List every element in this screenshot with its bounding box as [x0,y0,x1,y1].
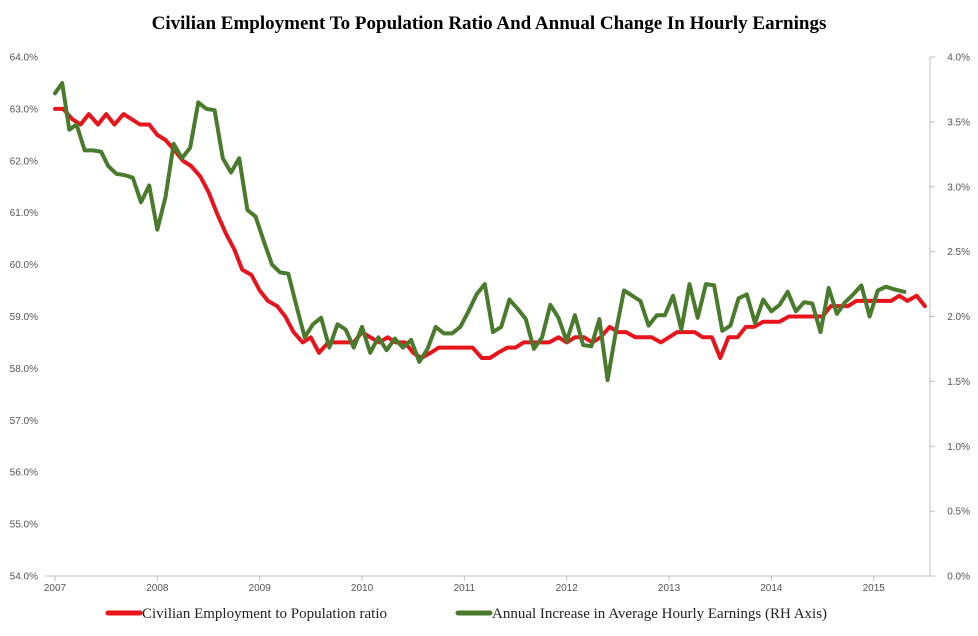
y-right-tick-label: 0.0% [947,572,970,583]
y-left-tick-label: 61.0% [10,208,38,219]
y-left-tick-label: 57.0% [10,416,38,427]
y-left-tick-label: 54.0% [10,572,38,583]
legend: Civilian Employment to Population ratio A… [105,606,827,622]
y-right-tick-label: 0.5% [947,507,970,518]
y-left-tick-label: 64.0% [10,53,38,64]
x-tick-label: 2010 [351,583,374,594]
x-tick-label: 2007 [44,583,67,594]
x-tick-label: 2011 [454,583,476,594]
y-left-tick-label: 63.0% [10,104,38,115]
y-right-tick-label: 1.0% [947,442,970,453]
y-right-tick-label: 1.5% [947,377,970,388]
y-left-tick-label: 56.0% [10,468,38,479]
axes: 54.0% 55.0% 56.0% 57.0% 58.0% 59.0% 60.0% 61.0%… [10,53,970,595]
legend-label: Annual Increase in Average Hourly Earnin… [492,606,827,622]
x-tick-label: 2015 [863,583,886,594]
x-tick-label: 2009 [249,583,272,594]
y-right-tick-label: 3.0% [947,182,970,193]
y-right-tick-label: 4.0% [947,53,970,64]
series-layer [53,81,927,383]
x-tick-label: 2012 [556,583,579,594]
y-right-tick-label: 2.0% [947,312,970,323]
legend-label: Civilian Employment to Population ratio [142,606,387,622]
chart-title: Civilian Employment To Population Ratio … [152,13,827,34]
y-left-tick-label: 59.0% [10,312,38,323]
y-right-tick-label: 3.5% [947,117,970,128]
x-tick-label: 2014 [760,583,783,594]
series-line-employment-ratio [53,106,927,360]
y-left-tick-label: 60.0% [10,260,38,271]
y-left-tick-label: 55.0% [10,520,38,531]
y-left-tick-label: 62.0% [10,156,38,167]
series-line-hourly-earnings [53,81,907,383]
y-right-tick-label: 2.5% [947,247,970,258]
y-left-tick-label: 58.0% [10,364,38,375]
x-tick-label: 2008 [146,583,169,594]
x-tick-label: 2013 [658,583,681,594]
